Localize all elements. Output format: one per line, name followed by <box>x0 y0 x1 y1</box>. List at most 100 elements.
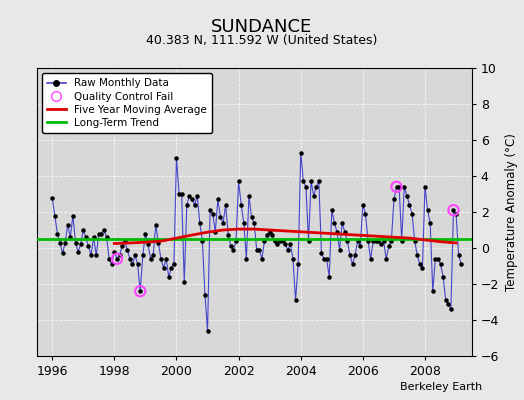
Point <box>385 243 393 250</box>
Point <box>307 178 315 184</box>
Point <box>395 184 403 190</box>
Point <box>343 238 352 244</box>
Point <box>82 234 90 240</box>
Point <box>416 261 424 267</box>
Point <box>403 193 411 199</box>
Point <box>219 220 227 226</box>
Point <box>159 265 168 271</box>
Point <box>304 238 313 244</box>
Point <box>364 238 372 244</box>
Point <box>392 184 401 190</box>
Point <box>84 243 93 250</box>
Point <box>374 238 383 244</box>
Point <box>154 239 162 246</box>
Point <box>209 210 217 217</box>
Point <box>444 301 453 307</box>
Point <box>115 252 124 258</box>
Point <box>258 256 266 262</box>
Point <box>63 222 72 228</box>
Point <box>398 238 406 244</box>
Point <box>431 256 440 262</box>
Point <box>237 202 245 208</box>
Point <box>413 252 421 258</box>
Point <box>178 191 186 197</box>
Point <box>281 241 289 248</box>
Point <box>289 256 297 262</box>
Point <box>157 256 165 262</box>
Point <box>250 220 258 226</box>
Point <box>136 288 145 294</box>
Point <box>144 241 152 248</box>
Point <box>335 246 344 253</box>
Text: Berkeley Earth: Berkeley Earth <box>400 382 482 392</box>
Point <box>330 220 339 226</box>
Point <box>146 256 155 262</box>
Point <box>253 246 261 253</box>
Point <box>87 252 95 258</box>
Point <box>58 250 67 257</box>
Point <box>452 210 460 217</box>
Point <box>102 234 111 240</box>
Point <box>107 261 116 267</box>
Point <box>286 241 294 248</box>
Point <box>121 238 129 244</box>
Point <box>278 238 287 244</box>
Point <box>410 238 419 244</box>
Point <box>113 256 121 262</box>
Point <box>283 246 292 253</box>
Point <box>92 252 101 258</box>
Point <box>436 261 445 267</box>
Point <box>418 265 427 271</box>
Legend: Raw Monthly Data, Quality Control Fail, Five Year Moving Average, Long-Term Tren: Raw Monthly Data, Quality Control Fail, … <box>42 73 212 133</box>
Point <box>172 155 181 161</box>
Point <box>338 220 346 226</box>
Point <box>392 184 401 190</box>
Point <box>224 232 233 238</box>
Point <box>203 328 212 334</box>
Point <box>366 256 375 262</box>
Point <box>118 243 126 250</box>
Point <box>66 234 74 240</box>
Point <box>77 241 85 248</box>
Point <box>216 214 225 221</box>
Point <box>356 243 365 250</box>
Point <box>100 227 108 233</box>
Point <box>297 150 305 156</box>
Point <box>141 230 150 237</box>
Point <box>390 196 398 203</box>
Point <box>255 246 264 253</box>
Point <box>232 238 240 244</box>
Point <box>263 232 271 238</box>
Point <box>180 279 189 286</box>
Point <box>165 274 173 280</box>
Point <box>369 238 377 244</box>
Point <box>266 229 274 235</box>
Point <box>48 194 57 201</box>
Point <box>97 230 105 237</box>
Point <box>128 261 137 267</box>
Point <box>170 261 178 267</box>
Point <box>190 202 199 208</box>
Point <box>239 220 248 226</box>
Point <box>201 292 209 298</box>
Point <box>310 193 318 199</box>
Point <box>387 238 396 244</box>
Point <box>131 252 139 258</box>
Point <box>377 241 385 248</box>
Point <box>322 256 331 262</box>
Point <box>291 297 300 303</box>
Point <box>79 227 88 233</box>
Point <box>348 261 357 267</box>
Point <box>211 229 220 235</box>
Point <box>400 184 409 190</box>
Point <box>346 252 354 258</box>
Point <box>457 261 465 267</box>
Point <box>268 232 277 238</box>
Point <box>421 184 429 190</box>
Point <box>354 238 362 244</box>
Point <box>247 214 256 221</box>
Point <box>71 239 80 246</box>
Point <box>56 239 64 246</box>
Point <box>245 193 253 199</box>
Point <box>51 212 59 219</box>
